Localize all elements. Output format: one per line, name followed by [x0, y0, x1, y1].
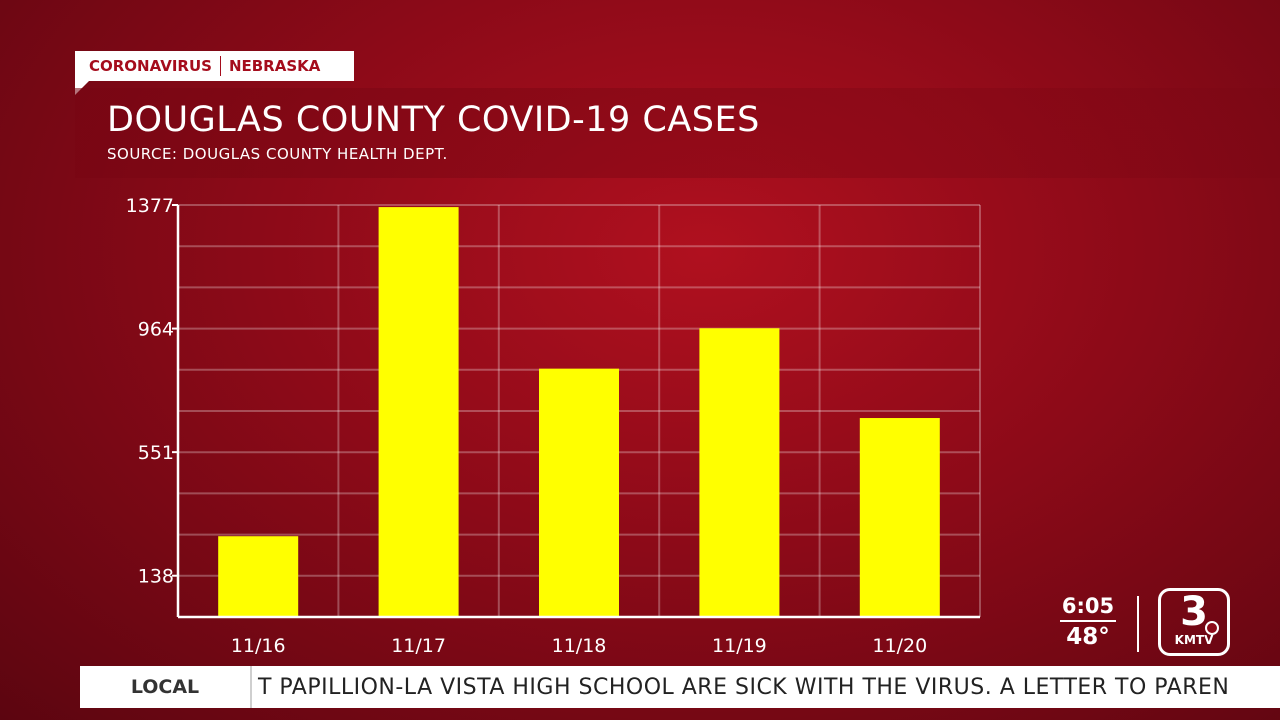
x-tick-label: 11/17: [391, 635, 446, 657]
temperature: 48°: [1066, 624, 1110, 650]
bar: [218, 536, 299, 617]
ticker-label: LOCAL: [80, 666, 252, 708]
x-tick-label: 11/19: [712, 635, 767, 657]
status-divider: [1137, 596, 1139, 652]
clock-rule: [1060, 620, 1116, 622]
bar: [859, 418, 940, 617]
title-band: [75, 88, 1280, 178]
bar: [539, 368, 619, 617]
chart-title: DOUGLAS COUNTY COVID-19 CASES: [107, 100, 760, 140]
clock-weather: 6:05 48°: [1060, 594, 1116, 650]
y-tick-label: 551: [138, 442, 174, 464]
logo-callsign: KMTV: [1174, 633, 1214, 647]
topic-tag: CORONAVIRUS NEBRASKA: [75, 51, 354, 81]
x-tick-label: 11/20: [872, 635, 927, 657]
topic-tag-secondary: NEBRASKA: [228, 57, 321, 75]
y-tick-label: 1377: [126, 195, 174, 217]
x-tick-label: 11/16: [231, 635, 286, 657]
logo-channel-number: 3: [1180, 589, 1208, 635]
topic-tag-divider: [219, 56, 221, 76]
station-logo: 3 KMTV: [1158, 588, 1230, 656]
topic-tag-primary: CORONAVIRUS: [89, 57, 212, 75]
clock-time: 6:05: [1061, 594, 1115, 618]
bar: [699, 328, 780, 617]
news-ticker: LOCAL T PAPILLION-LA VISTA HIGH SCHOOL A…: [80, 666, 1280, 708]
x-tick-label: 11/18: [552, 635, 607, 657]
cbs-eye-icon: [1205, 621, 1219, 635]
y-tick-label: 964: [138, 319, 174, 341]
bar: [378, 207, 459, 617]
chart-source: SOURCE: DOUGLAS COUNTY HEALTH DEPT.: [107, 145, 448, 163]
y-tick-label: 138: [138, 566, 174, 588]
ticker-text: T PAPILLION-LA VISTA HIGH SCHOOL ARE SIC…: [258, 674, 1230, 700]
